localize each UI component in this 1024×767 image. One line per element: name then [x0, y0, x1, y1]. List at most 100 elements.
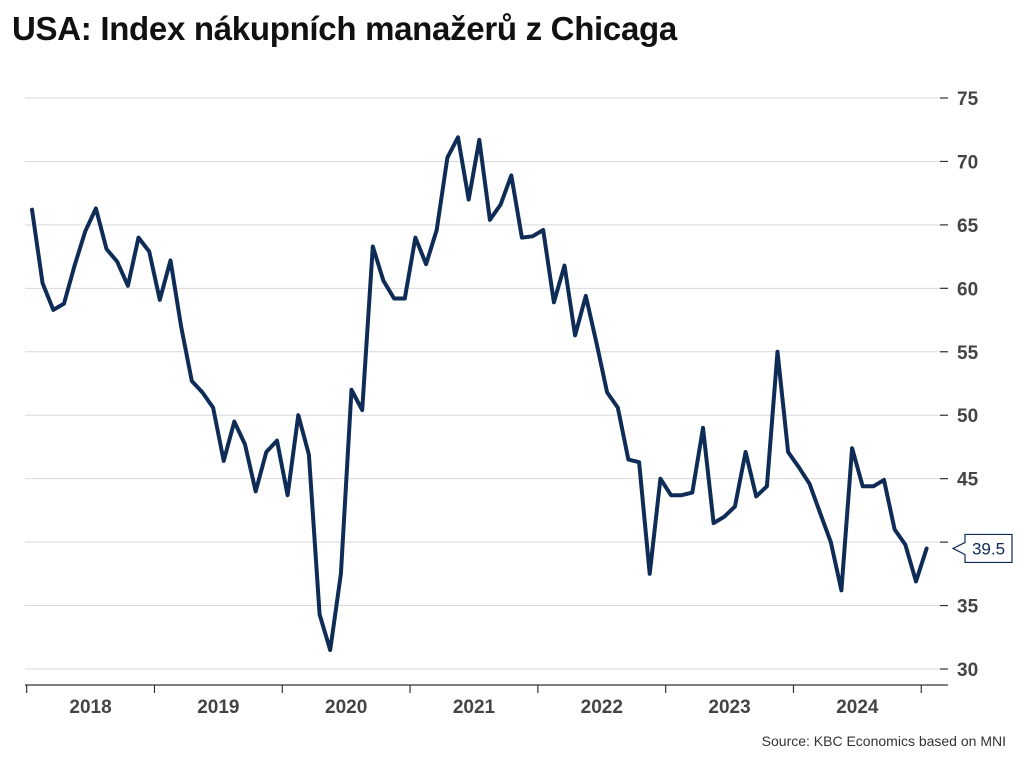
data-point: [328, 647, 333, 652]
data-point: [913, 579, 918, 584]
data-point: [807, 481, 812, 486]
data-point: [30, 207, 35, 212]
data-point: [274, 438, 279, 443]
data-point: [125, 283, 130, 288]
data-point: [647, 571, 652, 576]
data-point: [903, 542, 908, 547]
data-point: [157, 297, 162, 302]
data-point: [818, 510, 823, 515]
data-point: [839, 588, 844, 593]
data-point: [786, 450, 791, 455]
data-point: [221, 458, 226, 463]
data-point: [370, 244, 375, 249]
y-tick-label: 70: [957, 152, 978, 173]
data-point: [605, 390, 610, 395]
data-point: [285, 493, 290, 498]
data-point: [722, 514, 727, 519]
data-point: [211, 405, 216, 410]
data-point: [40, 281, 45, 286]
data-point: [424, 262, 429, 267]
data-point: [51, 307, 56, 312]
x-tick-label: 2019: [197, 697, 239, 718]
data-point: [61, 301, 66, 306]
data-point: [434, 227, 439, 232]
data-point: [658, 476, 663, 481]
chart-title: USA: Index nákupních manažerů z Chicaga: [12, 10, 677, 47]
data-point: [179, 324, 184, 329]
x-tick-label: 2020: [325, 697, 367, 718]
data-point: [381, 278, 386, 283]
data-point: [573, 333, 578, 338]
data-point: [147, 249, 152, 254]
x-tick-label: 2024: [836, 697, 879, 718]
data-point: [743, 450, 748, 455]
data-point: [232, 419, 237, 424]
data-point: [860, 484, 865, 489]
data-point: [626, 457, 631, 462]
y-tick-label: 55: [957, 343, 979, 364]
data-point: [83, 229, 88, 234]
data-point: [871, 484, 876, 489]
series-line: [30, 135, 929, 652]
callout-box: [951, 533, 1013, 564]
data-point: [892, 527, 897, 532]
data-point: [392, 296, 397, 301]
data-point: [882, 477, 887, 482]
data-point: [264, 450, 269, 455]
data-point: [338, 571, 343, 576]
data-point: [136, 235, 141, 240]
data-point: [700, 425, 705, 430]
data-point: [828, 540, 833, 545]
source-note: Source: KBC Economics based on MNI: [761, 733, 1006, 749]
data-point: [669, 493, 674, 498]
data-point: [796, 465, 801, 470]
y-tick-label: 30: [957, 660, 978, 681]
x-tick-label: 2023: [708, 697, 750, 718]
data-point: [306, 452, 311, 457]
data-point: [690, 490, 695, 495]
y-axis: 30 35 45 50 55 60 65 70 75: [940, 89, 979, 681]
data-point: [349, 387, 354, 392]
data-point: [253, 489, 258, 494]
y-tick-label: 35: [957, 597, 979, 618]
x-tick-label: 2021: [453, 697, 496, 718]
y-tick-label: 65: [957, 216, 979, 237]
gridlines: [25, 97, 948, 670]
data-point: [296, 413, 301, 418]
data-point: [115, 259, 120, 264]
data-point: [924, 546, 929, 551]
data-point: [764, 484, 769, 489]
data-point: [243, 442, 248, 447]
data-point: [402, 296, 407, 301]
data-point: [551, 300, 556, 305]
data-point: [637, 460, 642, 465]
data-point: [519, 235, 524, 240]
data-point: [562, 263, 567, 268]
x-tick-label: 2018: [69, 697, 111, 718]
data-point: [541, 227, 546, 232]
data-point: [615, 405, 620, 410]
data-point: [168, 258, 173, 263]
data-point: [466, 197, 471, 202]
data-point: [317, 612, 322, 617]
data-point: [413, 235, 418, 240]
data-point: [72, 263, 77, 268]
data-point: [477, 137, 482, 142]
data-point: [679, 493, 684, 498]
y-tick-label: 50: [957, 406, 978, 427]
y-tick-label: 60: [957, 279, 978, 300]
data-point: [530, 234, 535, 239]
data-point: [594, 340, 599, 345]
data-point: [93, 206, 98, 211]
data-point: [711, 521, 716, 526]
data-point: [445, 155, 450, 160]
data-point: [754, 494, 759, 499]
series-layer: [30, 135, 929, 652]
data-point: [498, 202, 503, 207]
data-point: [509, 173, 514, 178]
x-axis: 2018 2019 2020 2021 2022 2023 2024: [25, 684, 948, 718]
last-value-label: 39.5: [972, 539, 1005, 558]
x-tick-label: 2022: [581, 697, 623, 718]
data-point: [104, 246, 109, 251]
